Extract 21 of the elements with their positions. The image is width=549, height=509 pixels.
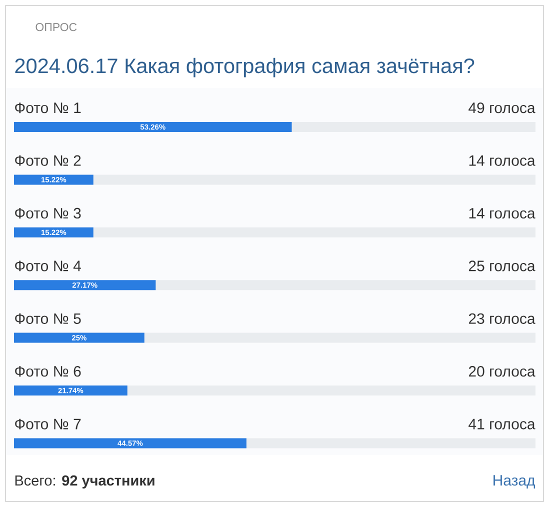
chart-title: 2024.06.17 Какая фотография самая зачётная? [15, 58, 474, 78]
text: ОПРОС [36, 22, 77, 32]
bar [14, 386, 128, 396]
text: Всего: 92 участники [15, 475, 154, 489]
annotation: 49 голоса [468, 102, 536, 114]
annotation: 25 голоса [468, 260, 536, 272]
y-tick-label: Фото № 2 [15, 155, 81, 166]
y-tick-label: Фото № 3 [15, 208, 81, 219]
y-tick-label: Фото № 4 [15, 260, 81, 272]
annotation: 14 голоса [469, 208, 536, 219]
y-tick-label: Фото № 6 [15, 366, 81, 377]
bar [14, 174, 94, 185]
text: Назад [494, 475, 536, 488]
bar [14, 227, 94, 238]
annotation: 14 голоса [469, 155, 536, 166]
y-tick-label: Фото № 7 [15, 418, 81, 430]
y-tick-label: Фото № 1 [15, 102, 81, 114]
annotation: 20 голоса [468, 366, 536, 377]
annotation: 23 голоса [468, 313, 536, 324]
annotation: 41 голоса [468, 418, 536, 430]
y-tick-label: Фото № 5 [15, 313, 81, 324]
